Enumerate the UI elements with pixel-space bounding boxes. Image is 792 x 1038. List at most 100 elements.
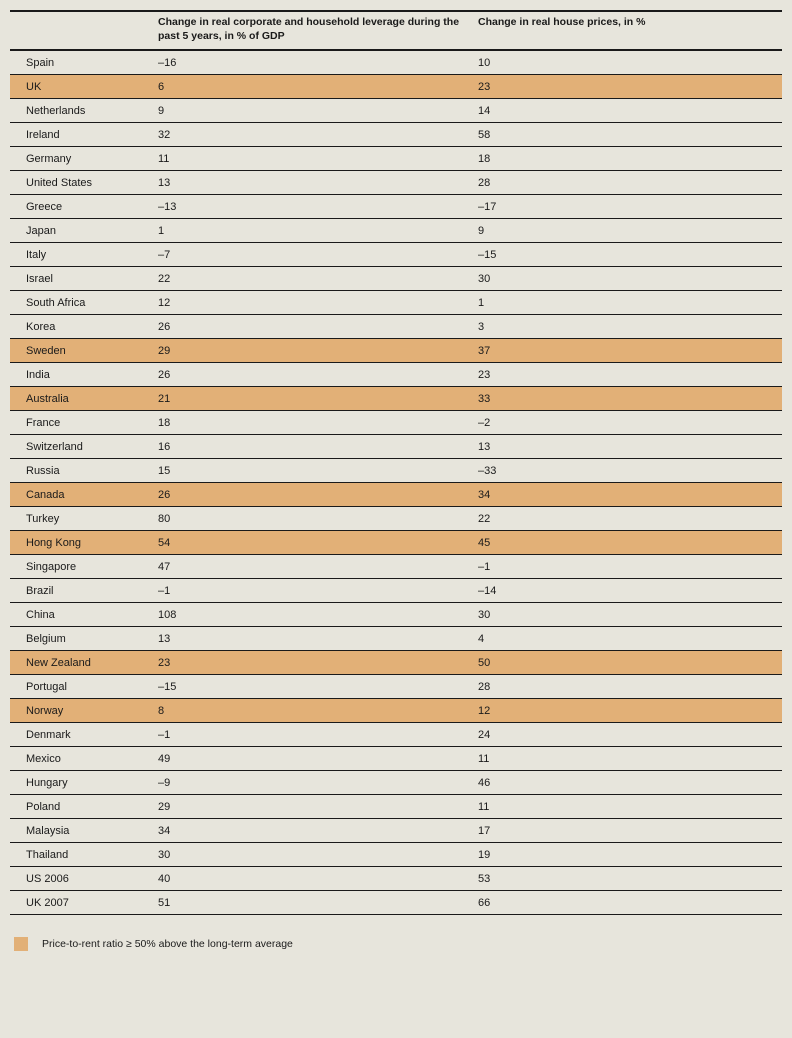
cell-leverage: 8 <box>150 699 470 723</box>
cell-country: Brazil <box>10 579 150 603</box>
cell-house: –2 <box>470 411 782 435</box>
cell-house: 4 <box>470 627 782 651</box>
cell-country: Turkey <box>10 507 150 531</box>
table-row: Turkey8022 <box>10 507 782 531</box>
cell-leverage: 18 <box>150 411 470 435</box>
cell-house: 19 <box>470 843 782 867</box>
table-row: Mexico4911 <box>10 747 782 771</box>
table-row: India2623 <box>10 363 782 387</box>
cell-house: 28 <box>470 675 782 699</box>
cell-country: China <box>10 603 150 627</box>
table-row: Greece–13–17 <box>10 195 782 219</box>
table-row: Spain–1610 <box>10 50 782 75</box>
cell-house: 13 <box>470 435 782 459</box>
cell-leverage: 11 <box>150 147 470 171</box>
cell-country: Poland <box>10 795 150 819</box>
cell-house: 50 <box>470 651 782 675</box>
cell-leverage: 51 <box>150 891 470 915</box>
cell-house: 3 <box>470 315 782 339</box>
table-row: Brazil–1–14 <box>10 579 782 603</box>
cell-house: 45 <box>470 531 782 555</box>
cell-country: India <box>10 363 150 387</box>
cell-country: South Africa <box>10 291 150 315</box>
col-header-house: Change in real house prices, in % <box>470 11 782 50</box>
cell-country: Italy <box>10 243 150 267</box>
cell-country: Mexico <box>10 747 150 771</box>
cell-leverage: 32 <box>150 123 470 147</box>
legend-swatch <box>14 937 28 951</box>
cell-country: Belgium <box>10 627 150 651</box>
table-row: Singapore47–1 <box>10 555 782 579</box>
cell-country: Switzerland <box>10 435 150 459</box>
table-row: Belgium134 <box>10 627 782 651</box>
cell-country: Germany <box>10 147 150 171</box>
cell-house: 33 <box>470 387 782 411</box>
cell-house: 30 <box>470 267 782 291</box>
cell-country: Spain <box>10 50 150 75</box>
cell-country: Australia <box>10 387 150 411</box>
cell-leverage: –7 <box>150 243 470 267</box>
cell-house: 34 <box>470 483 782 507</box>
cell-leverage: 23 <box>150 651 470 675</box>
col-header-country <box>10 11 150 50</box>
cell-leverage: 26 <box>150 483 470 507</box>
cell-leverage: –15 <box>150 675 470 699</box>
cell-leverage: –1 <box>150 579 470 603</box>
cell-leverage: 1 <box>150 219 470 243</box>
cell-leverage: 12 <box>150 291 470 315</box>
cell-house: 37 <box>470 339 782 363</box>
cell-house: 11 <box>470 795 782 819</box>
cell-leverage: 30 <box>150 843 470 867</box>
table-row: UK 20075166 <box>10 891 782 915</box>
cell-country: Malaysia <box>10 819 150 843</box>
cell-house: –1 <box>470 555 782 579</box>
cell-country: Ireland <box>10 123 150 147</box>
cell-house: 30 <box>470 603 782 627</box>
cell-house: 46 <box>470 771 782 795</box>
table-row: United States1328 <box>10 171 782 195</box>
table-row: Hungary–946 <box>10 771 782 795</box>
cell-country: Denmark <box>10 723 150 747</box>
cell-house: 11 <box>470 747 782 771</box>
table-row: China10830 <box>10 603 782 627</box>
cell-leverage: 9 <box>150 99 470 123</box>
table-row: Thailand3019 <box>10 843 782 867</box>
table-row: Japan19 <box>10 219 782 243</box>
cell-leverage: 29 <box>150 339 470 363</box>
cell-house: 10 <box>470 50 782 75</box>
col-header-leverage: Change in real corporate and household l… <box>150 11 470 50</box>
cell-country: New Zealand <box>10 651 150 675</box>
cell-country: Japan <box>10 219 150 243</box>
cell-leverage: 13 <box>150 627 470 651</box>
cell-house: 23 <box>470 75 782 99</box>
cell-country: US 2006 <box>10 867 150 891</box>
cell-leverage: 29 <box>150 795 470 819</box>
table-row: Italy–7–15 <box>10 243 782 267</box>
cell-leverage: 6 <box>150 75 470 99</box>
cell-country: UK <box>10 75 150 99</box>
cell-leverage: –13 <box>150 195 470 219</box>
cell-country: UK 2007 <box>10 891 150 915</box>
cell-house: 58 <box>470 123 782 147</box>
cell-leverage: 108 <box>150 603 470 627</box>
cell-leverage: –16 <box>150 50 470 75</box>
cell-country: Sweden <box>10 339 150 363</box>
cell-leverage: 22 <box>150 267 470 291</box>
cell-house: 1 <box>470 291 782 315</box>
cell-house: 66 <box>470 891 782 915</box>
table-row: Israel2230 <box>10 267 782 291</box>
table-row: Netherlands914 <box>10 99 782 123</box>
cell-house: 53 <box>470 867 782 891</box>
cell-country: Norway <box>10 699 150 723</box>
cell-leverage: 26 <box>150 363 470 387</box>
table-row: Russia15–33 <box>10 459 782 483</box>
table-row: South Africa121 <box>10 291 782 315</box>
table-row: Ireland3258 <box>10 123 782 147</box>
cell-house: 28 <box>470 171 782 195</box>
cell-house: 18 <box>470 147 782 171</box>
table-row: France18–2 <box>10 411 782 435</box>
cell-country: United States <box>10 171 150 195</box>
cell-leverage: –9 <box>150 771 470 795</box>
cell-leverage: 34 <box>150 819 470 843</box>
cell-house: –33 <box>470 459 782 483</box>
